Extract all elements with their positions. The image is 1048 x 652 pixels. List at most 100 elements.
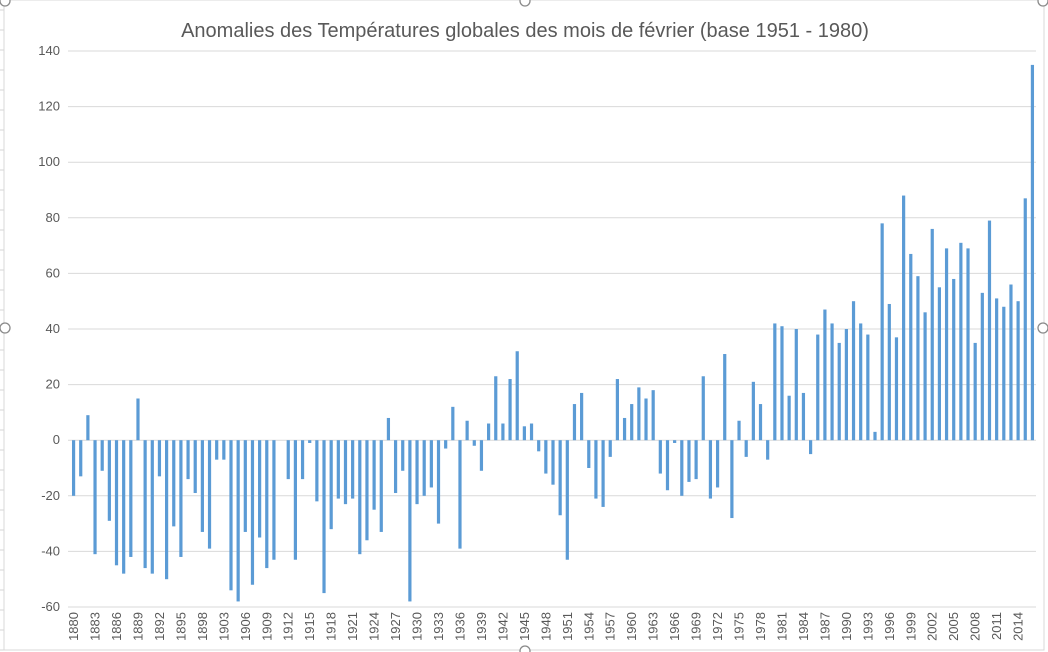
bar — [79, 440, 83, 477]
x-tick-label: 1927 — [388, 612, 403, 641]
bar — [959, 242, 963, 441]
bar — [243, 440, 247, 532]
bar — [250, 440, 255, 585]
x-tick-label: 2011 — [989, 612, 1004, 640]
bar — [465, 420, 469, 441]
x-tick-label: 2014 — [1011, 612, 1026, 641]
bar — [422, 440, 426, 496]
bar — [93, 440, 97, 555]
resize-handle-left[interactable] — [0, 322, 11, 334]
bar — [537, 440, 541, 452]
x-tick-label: 1895 — [173, 612, 188, 641]
bar — [322, 440, 326, 594]
bar — [236, 440, 240, 602]
x-tick-label: 1975 — [732, 612, 747, 641]
bar — [122, 440, 126, 574]
bar — [358, 440, 362, 555]
bar — [809, 440, 813, 455]
bar — [343, 440, 348, 505]
bar — [508, 379, 512, 441]
bar — [165, 440, 169, 580]
x-tick-label: 1930 — [410, 612, 425, 641]
bar — [894, 337, 899, 441]
bar — [1016, 301, 1020, 441]
bar — [515, 351, 519, 441]
x-tick-label: 1966 — [667, 612, 682, 641]
bar — [143, 440, 147, 569]
bar — [837, 342, 841, 441]
bar — [902, 195, 906, 441]
bar — [694, 440, 698, 480]
bar — [615, 379, 619, 441]
bar — [258, 440, 262, 538]
bar — [1002, 306, 1006, 441]
bar — [215, 440, 219, 460]
bar — [608, 440, 612, 457]
bar — [136, 398, 140, 441]
y-tick-label: 40 — [46, 321, 60, 336]
y-tick-label: -20 — [41, 488, 60, 503]
x-tick-label: 1903 — [216, 612, 231, 641]
x-tick-label: 1886 — [109, 612, 124, 641]
y-tick-label: 140 — [38, 43, 60, 58]
bar — [758, 404, 763, 441]
bar — [937, 287, 941, 441]
bar — [909, 253, 913, 441]
bar — [816, 334, 820, 441]
resize-handle-bottom[interactable] — [519, 645, 531, 652]
bars — [71, 64, 1035, 602]
chart-area[interactable] — [3, 0, 1045, 651]
bar — [737, 420, 741, 441]
bar — [780, 326, 784, 441]
y-tick-label: 120 — [38, 99, 60, 114]
resize-handle-top[interactable] — [519, 0, 531, 7]
bar — [930, 228, 934, 441]
bar — [987, 220, 992, 441]
bar — [479, 440, 484, 471]
x-tick-label: 1960 — [624, 612, 639, 641]
x-tick-label: 1898 — [195, 612, 210, 641]
resize-handle-top-right[interactable] — [1037, 0, 1048, 7]
x-tick-label: 1889 — [131, 612, 146, 641]
bar — [708, 440, 713, 499]
bar — [272, 440, 276, 560]
bar — [379, 440, 383, 532]
bar — [594, 440, 598, 499]
bar — [680, 440, 684, 496]
x-tick-label: 1942 — [495, 612, 510, 641]
bar — [401, 440, 405, 471]
x-tick-label: 1987 — [817, 612, 832, 641]
bar — [451, 406, 455, 441]
bar — [315, 440, 319, 502]
x-tick-label: 1912 — [281, 612, 296, 641]
bar — [637, 387, 641, 441]
y-tick-label: -60 — [41, 599, 60, 614]
x-tick-label: 1951 — [560, 612, 575, 641]
bar — [150, 440, 154, 574]
bar — [372, 440, 376, 510]
bar — [601, 440, 605, 507]
x-tick-label: 1924 — [367, 612, 382, 641]
bar — [494, 376, 498, 441]
bar — [980, 292, 984, 441]
resize-handle-top-left[interactable] — [0, 0, 11, 7]
bar — [157, 440, 162, 477]
spreadsheet-row-lines — [0, 9, 4, 651]
x-tick-label: 1939 — [474, 612, 489, 641]
bar — [630, 404, 634, 441]
resize-handle-right[interactable] — [1037, 322, 1048, 334]
bar — [265, 440, 269, 569]
bar — [830, 323, 834, 441]
bar — [501, 423, 505, 441]
bar — [329, 440, 333, 530]
bar — [436, 440, 441, 524]
x-tick-label: 1906 — [238, 612, 253, 641]
bar — [300, 440, 305, 480]
bar — [801, 392, 806, 441]
y-tick-label: 80 — [46, 210, 60, 225]
bar — [658, 440, 662, 474]
bar — [651, 390, 655, 441]
bar — [429, 440, 433, 488]
x-tick-label: 2008 — [968, 612, 983, 641]
bar — [580, 392, 584, 441]
